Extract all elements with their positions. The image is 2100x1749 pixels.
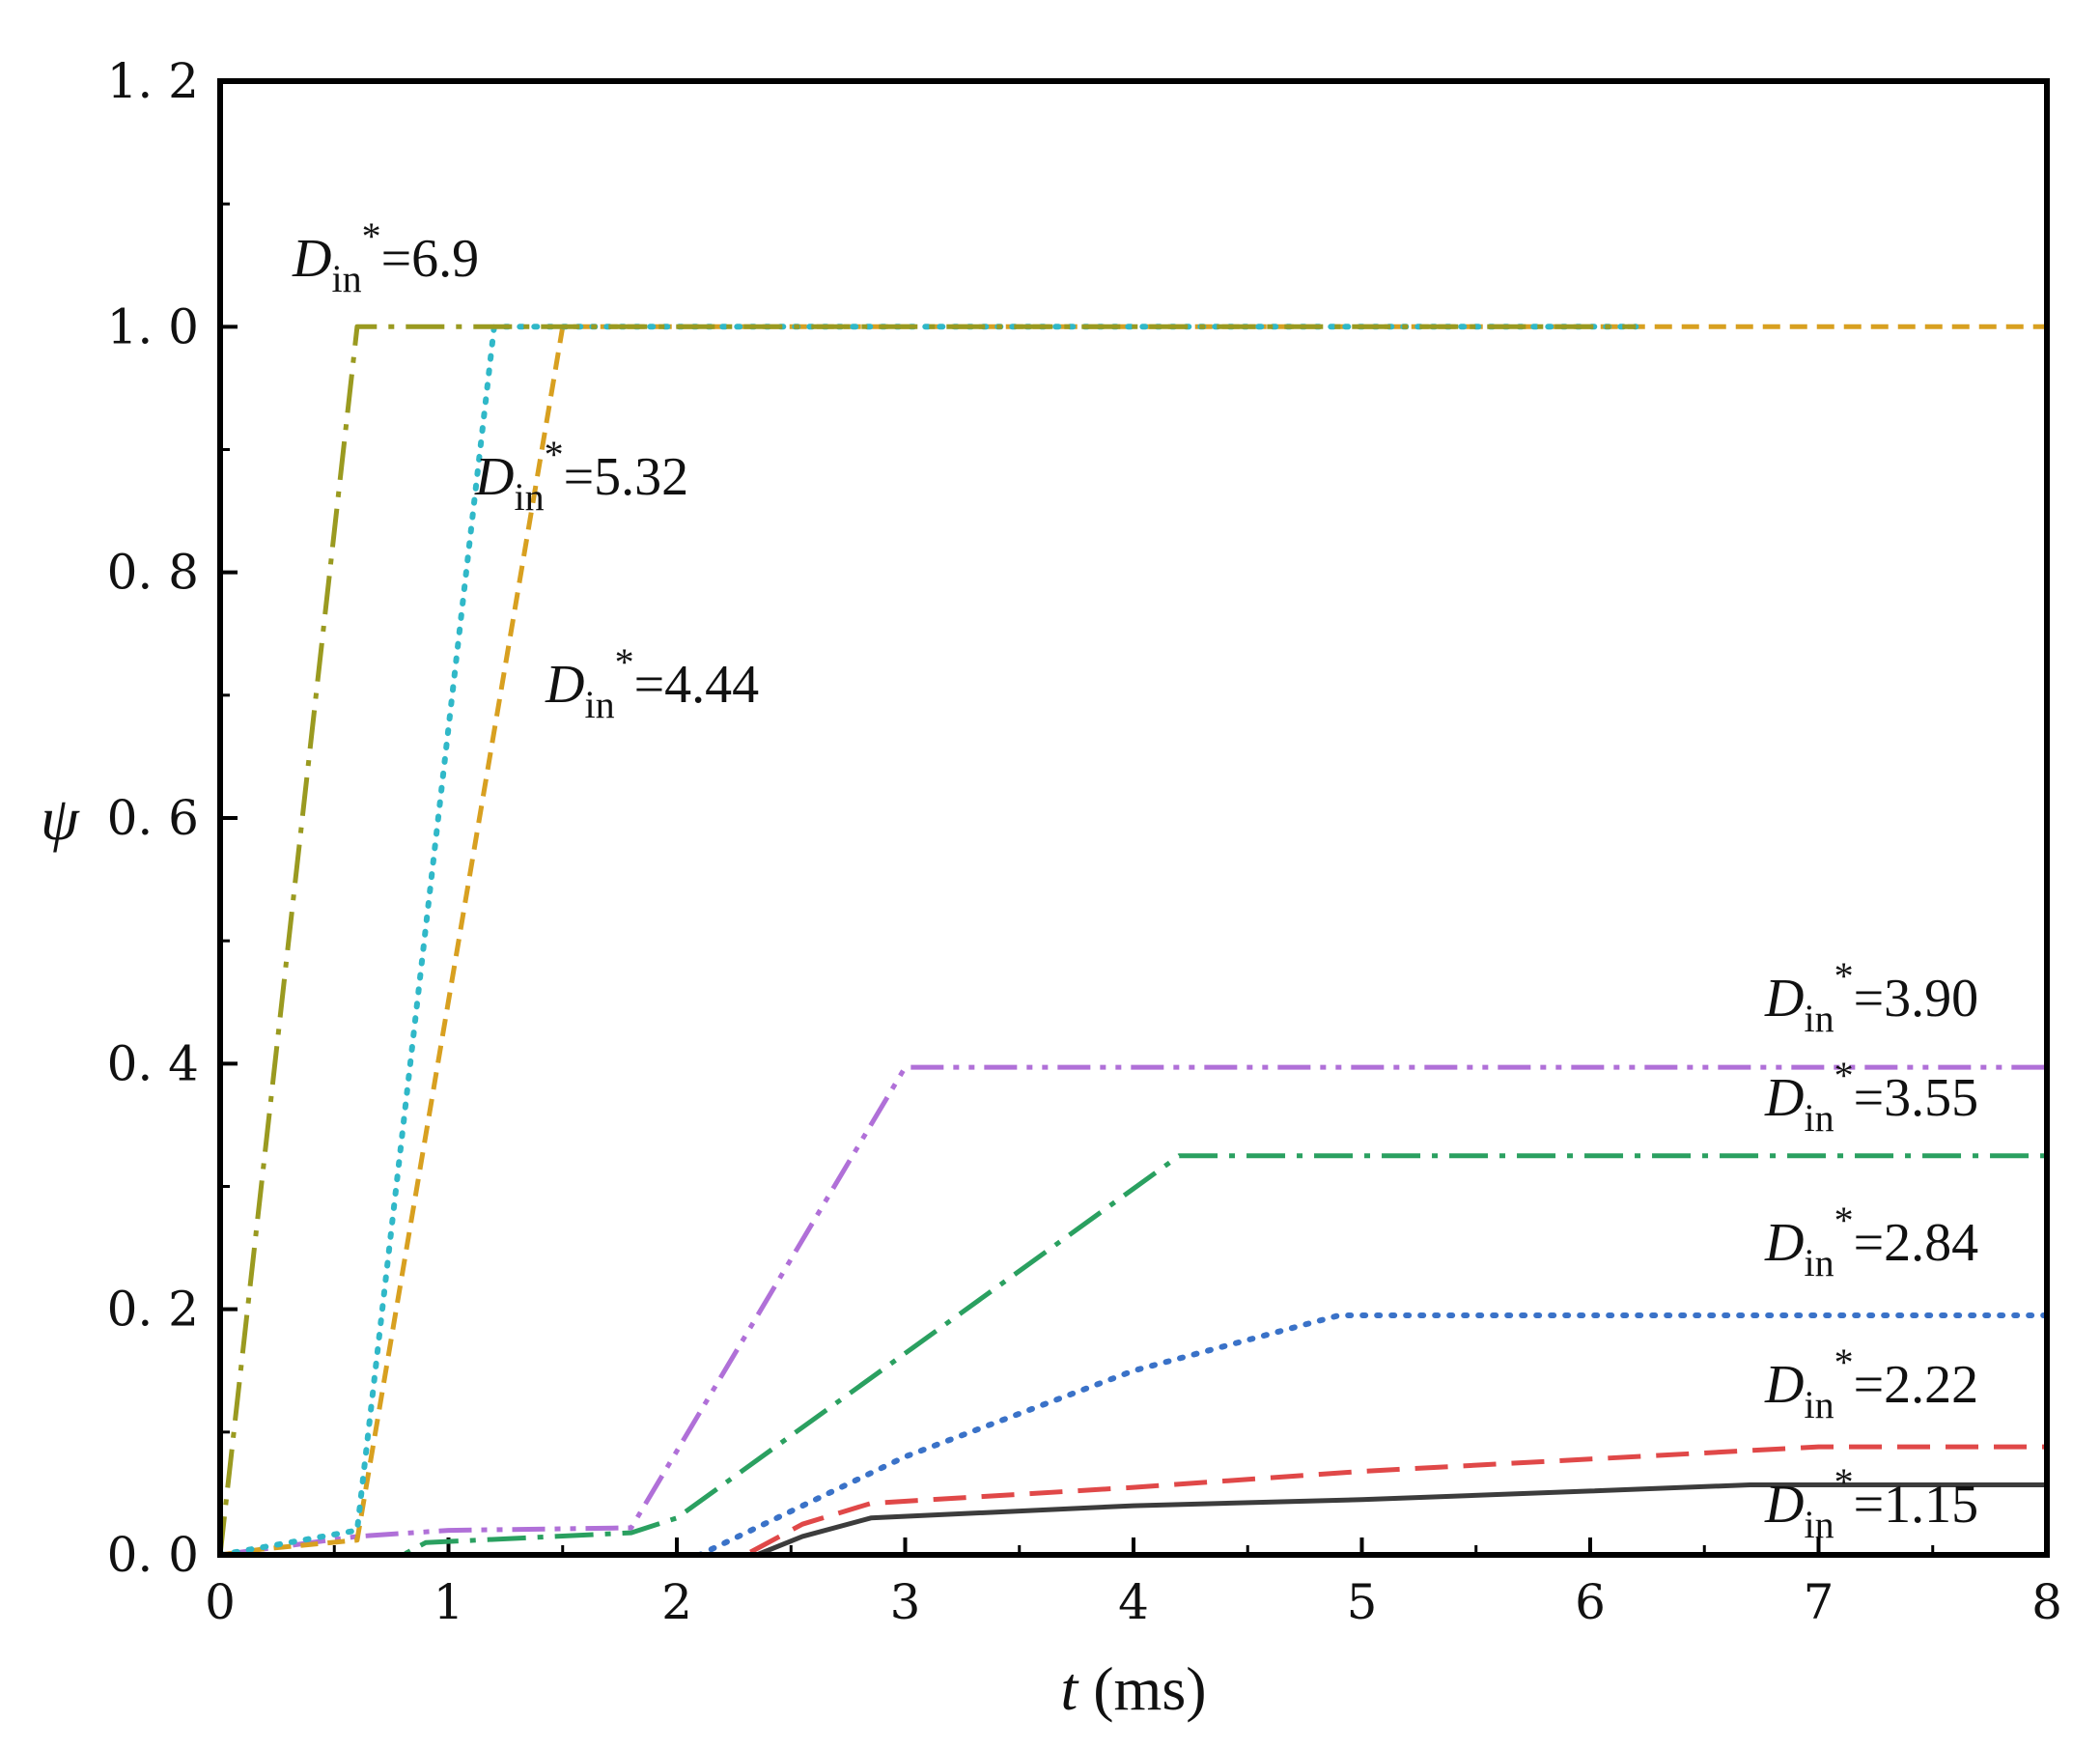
series-label-symbol: D [292, 229, 331, 289]
series-label-4: Din*=3.90 [1764, 954, 1978, 1040]
y-tick-label: 0. 8 [107, 545, 199, 601]
tick-labels: 0 1 2 3 4 5 6 7 8 0. 0 0. 2 0. 4 0. 6 0. 8 1. 0 1. 2 [107, 53, 2062, 1630]
y-axis-title: ψ [41, 784, 80, 853]
x-tick-label: 1 [434, 1574, 464, 1630]
series-label-7: Din*=6.9 [292, 214, 479, 300]
series-label-value: =2.84 [1854, 1213, 1979, 1273]
x-axis-variable: t [1060, 1654, 1079, 1723]
y-tick-label: 0. 4 [107, 1035, 199, 1091]
series-label-value: =4.44 [634, 655, 760, 715]
y-tick-label: 0. 2 [107, 1282, 199, 1338]
series-label-value: =6.9 [381, 229, 480, 289]
x-axis-title: t (ms) [1060, 1654, 1206, 1723]
series-line-7 [217, 324, 1637, 1556]
series-label-sub: in [331, 257, 361, 300]
series-label-symbol: D [1764, 1475, 1804, 1535]
series-label-sup: * [1834, 1460, 1854, 1504]
x-tick-label: 6 [1575, 1574, 1606, 1630]
series-label-sub: in [1804, 1241, 1834, 1284]
series-label-value: =1.15 [1854, 1475, 1979, 1535]
series-label-5: Din*=4.44 [545, 640, 759, 726]
series-label-symbol: D [1764, 1068, 1804, 1128]
series-label-symbol: D [1764, 1213, 1804, 1273]
series-label-sub: in [1804, 997, 1834, 1040]
series-label-symbol: D [1764, 1355, 1804, 1415]
series-label-value: =3.90 [1854, 969, 1979, 1029]
series-line-0 [220, 1482, 2047, 1558]
series-labels: Din*=1.15Din*=2.22Din*=2.84Din*=3.55Din*… [292, 214, 1978, 1546]
series-label-sub: in [514, 475, 544, 519]
series-line-3 [220, 1153, 2047, 1558]
x-tick-label: 7 [1804, 1574, 1834, 1630]
series-label-sup: * [545, 433, 564, 476]
series-line-2 [217, 1312, 2050, 1558]
series-label-sup: * [1834, 1340, 1854, 1384]
series-lines [217, 324, 2050, 1558]
series-label-symbol: D [474, 447, 514, 507]
y-tick-label: 0. 0 [107, 1527, 199, 1583]
x-axis-unit: (ms) [1078, 1654, 1206, 1723]
series-label-sup: * [615, 640, 634, 684]
series-label-symbol: D [1764, 969, 1804, 1029]
series-label-2: Din*=2.84 [1764, 1199, 1978, 1284]
series-label-value: =2.22 [1854, 1355, 1979, 1415]
plot-frame [217, 78, 2050, 1558]
series-label-value: =5.32 [564, 447, 689, 507]
series-label-sub: in [1804, 1383, 1834, 1426]
x-tick-label: 3 [890, 1574, 921, 1630]
y-tick-label: 1. 0 [107, 298, 199, 354]
series-label-symbol: D [545, 655, 584, 715]
series-label-6: Din*=5.32 [474, 433, 688, 519]
series-label-sub: in [1804, 1096, 1834, 1140]
series-label-sup: * [362, 214, 381, 258]
series-label-sup: * [1834, 1054, 1854, 1097]
series-line-4 [219, 1064, 2047, 1558]
x-tick-label: 0 [205, 1574, 236, 1630]
series-label-sub: in [584, 683, 614, 726]
axis-ticks [218, 79, 2049, 1557]
series-label-0: Din*=1.15 [1764, 1460, 1978, 1546]
x-tick-label: 4 [1118, 1574, 1149, 1630]
series-label-3: Din*=3.55 [1764, 1054, 1978, 1140]
x-tick-label: 5 [1347, 1574, 1378, 1630]
series-label-sub: in [1804, 1503, 1834, 1546]
series-line-6 [217, 324, 1639, 1558]
series-label-1: Din*=2.22 [1764, 1340, 1978, 1426]
y-tick-label: 1. 2 [107, 53, 199, 109]
series-label-sup: * [1834, 1199, 1854, 1242]
series-label-value: =3.55 [1854, 1068, 1979, 1128]
x-tick-label: 8 [2031, 1574, 2062, 1630]
series-label-sup: * [1834, 954, 1854, 998]
x-tick-label: 2 [661, 1574, 692, 1630]
y-tick-label: 0. 6 [107, 790, 199, 846]
series-line-1 [220, 1444, 2047, 1558]
